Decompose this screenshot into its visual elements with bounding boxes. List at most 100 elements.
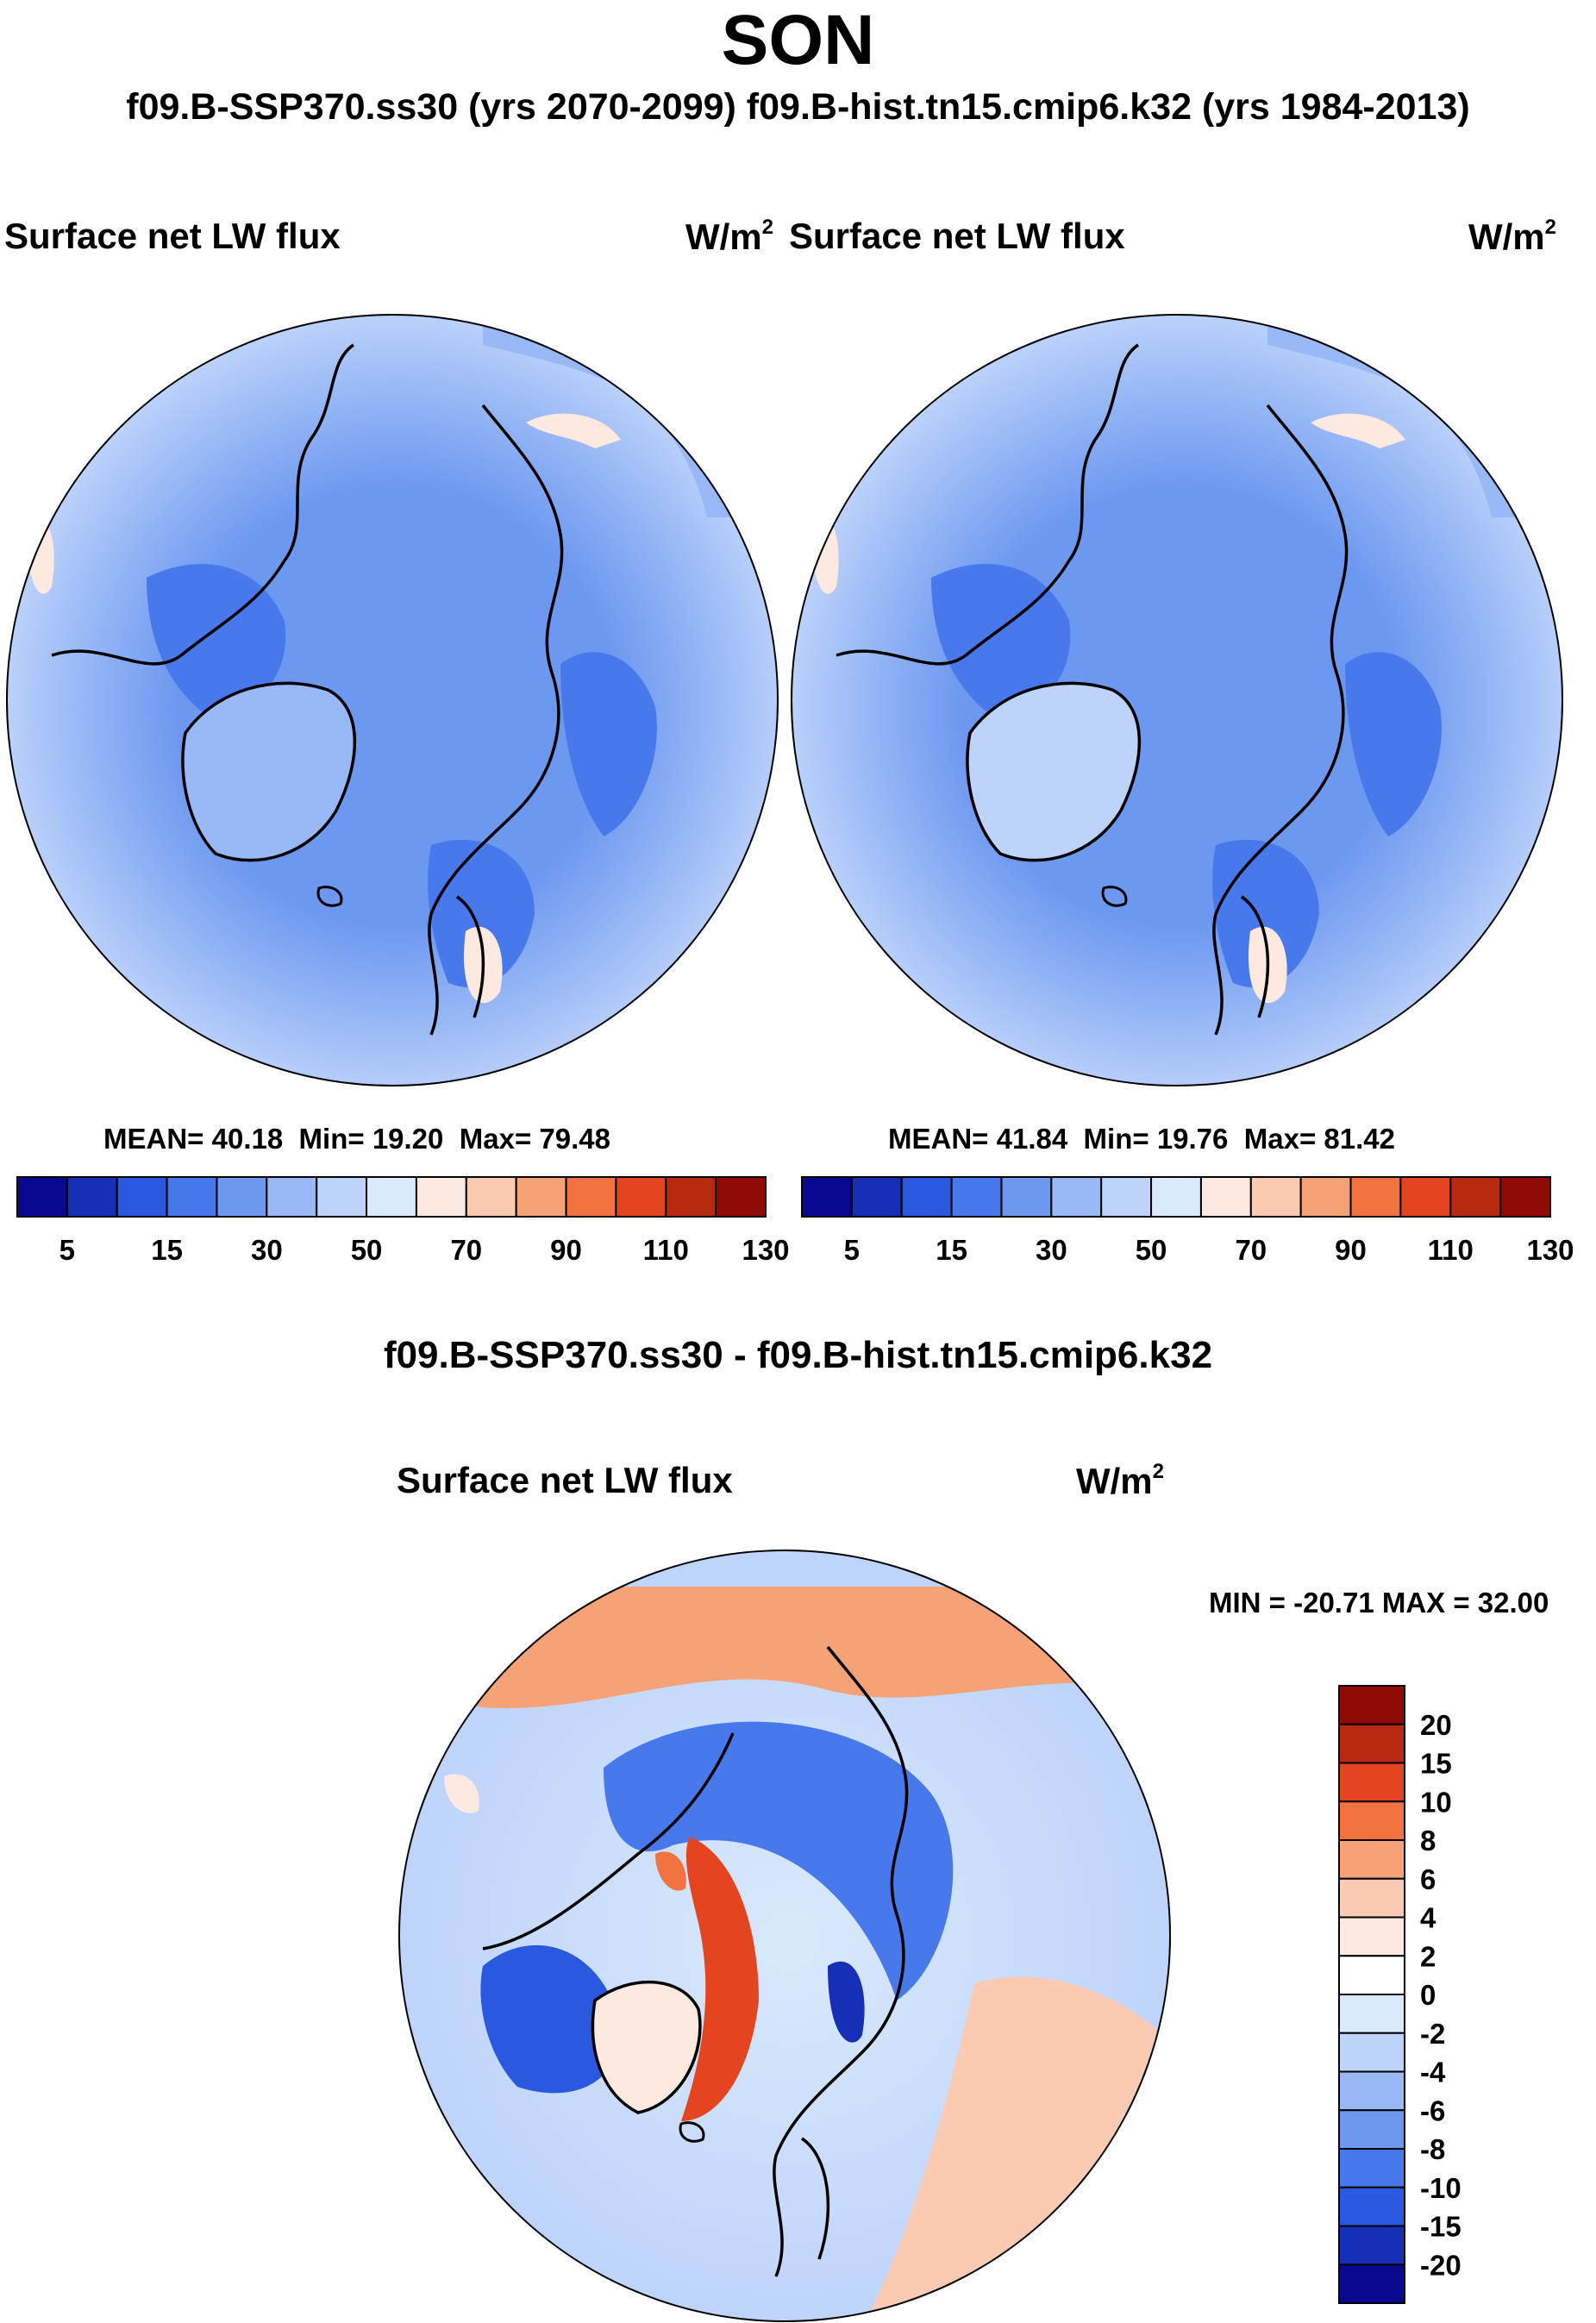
map-3-streak-warm-greenland-edge — [681, 1837, 759, 2121]
colorbar-2-swatch-6 — [1100, 1176, 1153, 1218]
colorbar-1-swatch-10 — [515, 1176, 567, 1218]
colorbar-1-swatch-9 — [465, 1176, 517, 1218]
colorbar-1-swatch-2 — [116, 1176, 168, 1218]
map-2-coastline-north-america — [836, 343, 1140, 666]
map-1-coastline-eurasia — [428, 404, 564, 1036]
map-1-coastline-iceland — [316, 886, 343, 907]
map-3-coastline-iceland — [679, 2121, 705, 2143]
map-3-blob-cool-canada — [480, 1944, 621, 2094]
map-3-coastline-eurasia — [773, 1645, 909, 2277]
map-1-blob-warm-northeast — [526, 413, 621, 448]
colorbar-1-tick-label: 110 — [643, 1234, 689, 1266]
map-panel-1 — [6, 314, 779, 1086]
colorbar-3-tick-label: 20 — [1420, 1709, 1452, 1741]
colorbar-2-swatch-14 — [1499, 1176, 1551, 1218]
colorbar-2-swatch-8 — [1199, 1176, 1252, 1218]
panel-3-stats: MIN = -20.71 MAX = 32.00 — [1209, 1587, 1549, 1619]
colorbar-2-swatch-3 — [950, 1176, 1003, 1218]
map-2-blob-siberia — [1345, 652, 1442, 836]
colorbar-1-swatch-6 — [316, 1176, 368, 1218]
colorbar-3-swatch-10 — [1338, 2070, 1405, 2112]
colorbar-2-tick-label: 5 — [844, 1234, 860, 1266]
map-3-coastline-north-america — [482, 1732, 735, 1950]
colorbar-3-tick-label: -20 — [1420, 2249, 1461, 2281]
colorbar-3-tick-label: -6 — [1420, 2094, 1445, 2126]
map-3-coastline-scandinavia — [800, 2137, 830, 2260]
colorbar-1-tick-label: 15 — [151, 1234, 183, 1266]
map-3-blob-cool-kara — [828, 1961, 865, 2043]
colorbar-3-tick-label: 15 — [1420, 1748, 1452, 1780]
colorbar-1-tick-label: 70 — [450, 1234, 482, 1266]
map-2-coastline-scandinavia — [1240, 895, 1270, 1018]
figure-subtitle: f09.B-SSP370.ss30 (yrs 2070-2099) f09.B-… — [126, 86, 1470, 128]
colorbar-3-tick-label: 6 — [1420, 1863, 1436, 1895]
colorbar-panel-1: 5 15 30 50 70 90 110 130 — [16, 1176, 790, 1266]
map-2-coastline-greenland — [966, 681, 1142, 862]
map-1-coastline-scandinavia — [455, 895, 485, 1018]
colorbar-3-tick-label: -4 — [1420, 2057, 1446, 2088]
map-3-band-warm-north — [414, 1587, 1171, 1708]
colorbar-3-swatch-8 — [1338, 1994, 1405, 2034]
colorbar-2-swatch-5 — [1050, 1176, 1103, 1218]
colorbar-1-swatch-11 — [565, 1176, 617, 1218]
map-2-blob-greenland — [967, 683, 1140, 861]
colorbar-1-swatch-1 — [66, 1176, 118, 1218]
colorbar-3-swatch-3 — [1338, 1800, 1405, 1841]
colorbar-2-swatch-10 — [1299, 1176, 1352, 1218]
colorbar-2-swatch-2 — [900, 1176, 953, 1218]
colorbar-3-swatch-13 — [1338, 2186, 1405, 2227]
colorbar-2-tick-label: 90 — [1335, 1234, 1367, 1266]
colorbar-3-swatch-9 — [1338, 2032, 1405, 2073]
colorbar-panel-2: 5 15 30 50 70 90 110 130 — [801, 1176, 1574, 1266]
panel-1-units: W/m2 — [685, 216, 774, 257]
difference-header: f09.B-SSP370.ss30 - f09.B-hist.tn15.cmip… — [383, 1334, 1213, 1376]
colorbar-3-tick-label: 0 — [1420, 1979, 1436, 2011]
colorbar-3-swatch-5 — [1338, 1877, 1405, 1919]
colorbar-3-swatch-1 — [1338, 1723, 1405, 1764]
colorbar-2-tick-label: 15 — [936, 1234, 967, 1266]
colorbar-1-swatch-5 — [266, 1176, 318, 1218]
colorbar-2-tick-label: 70 — [1235, 1234, 1267, 1266]
map-3-blob-greenland-neutral — [592, 1982, 700, 2113]
colorbar-3-tick-label: 2 — [1420, 1940, 1436, 1972]
map-1-blob-greenland — [182, 683, 355, 861]
colorbar-3-swatch-7 — [1338, 1955, 1405, 1995]
colorbar-3-swatch-14 — [1338, 2225, 1405, 2266]
panel-1-stats: MEAN= 40.18 Min= 19.20 Max= 79.48 — [103, 1123, 610, 1155]
colorbar-1-tick-label: 50 — [351, 1234, 383, 1266]
colorbar-2-swatch-0 — [801, 1176, 853, 1218]
colorbar-3-tick-label: 10 — [1420, 1786, 1452, 1818]
map-3-ring-cool-arctic — [604, 1721, 954, 2001]
colorbar-2-tick-label: 110 — [1428, 1234, 1474, 1266]
colorbar-1-swatch-14 — [715, 1176, 767, 1218]
colorbar-2-swatch-9 — [1249, 1176, 1302, 1218]
colorbar-3-swatch-11 — [1338, 2109, 1405, 2150]
map-3-blob-warm-archipelago — [655, 1851, 686, 1891]
panel-2-title: Surface net LW flux — [789, 216, 1125, 256]
colorbar-1-swatch-13 — [665, 1176, 717, 1218]
panel-1-title: Surface net LW flux — [4, 216, 341, 256]
map-1-blob-siberia — [560, 652, 657, 836]
map-2-blob-warm-northeast — [1311, 413, 1405, 448]
colorbar-3-tick-label: -8 — [1420, 2133, 1445, 2165]
colorbar-1-swatch-8 — [415, 1176, 467, 1218]
colorbar-3-swatch-15 — [1338, 2264, 1405, 2304]
colorbar-3-swatch-4 — [1338, 1839, 1405, 1880]
colorbar-1-tick-label: 5 — [59, 1234, 75, 1266]
map-3-blob-warm-west — [444, 1774, 479, 1813]
map-panel-2 — [791, 314, 1563, 1086]
colorbar-2-swatch-7 — [1150, 1176, 1202, 1218]
colorbar-2-tick-label: 50 — [1136, 1234, 1167, 1266]
panel-2-stats: MEAN= 41.84 Min= 19.76 Max= 81.42 — [888, 1123, 1395, 1155]
panel-3-title: Surface net LW flux — [397, 1460, 733, 1500]
figure-title: SON — [721, 1, 875, 79]
colorbar-3-swatch-0 — [1338, 1685, 1405, 1725]
map-1-coastline-north-america — [51, 343, 355, 666]
colorbar-3-swatch-2 — [1338, 1762, 1405, 1803]
colorbar-2-swatch-4 — [1000, 1176, 1053, 1218]
map-2-coastline-iceland — [1101, 886, 1128, 907]
map-1-coastline-greenland — [181, 681, 357, 862]
colorbar-1-tick-label: 90 — [550, 1234, 582, 1266]
colorbar-2-tick-label: 30 — [1036, 1234, 1067, 1266]
